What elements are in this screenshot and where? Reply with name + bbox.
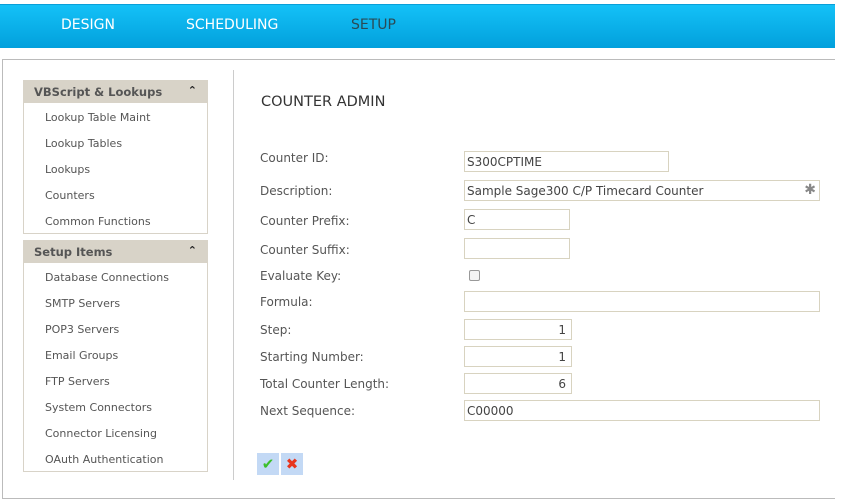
sidebar-item-connector-licensing[interactable]: Connector Licensing [45,427,157,440]
counter-id-label: Counter ID: [260,151,329,165]
evaluate-key-label: Evaluate Key: [260,269,342,283]
nav-setup[interactable]: SETUP [351,17,396,33]
divider [233,70,234,480]
save-button[interactable]: ✔ [257,453,279,475]
section-title: Setup Items [34,245,113,259]
suffix-input[interactable] [464,238,570,259]
counter-length-label: Total Counter Length: [260,377,390,391]
sidebar-item-smtp-servers[interactable]: SMTP Servers [45,297,121,310]
prefix-input[interactable]: C [464,209,570,230]
sidebar-item-lookup-table-maint[interactable]: Lookup Table Maint [45,111,151,124]
prefix-label: Counter Prefix: [260,214,350,228]
sidebar-item-lookups[interactable]: Lookups [45,163,91,176]
next-sequence-label: Next Sequence: [260,404,356,418]
sidebar-item-oauth-authentication[interactable]: OAuth Authentication [45,453,164,466]
sidebar-section-setup: Setup Items ⌃ Database Connections SMTP S… [23,240,208,472]
section-header[interactable]: Setup Items ⌃ [24,241,207,263]
step-label: Step: [260,323,292,337]
sidebar-item-counters[interactable]: Counters [45,189,95,202]
check-icon: ✔ [261,455,275,473]
page-title: COUNTER ADMIN [261,94,386,110]
description-input[interactable]: Sample Sage300 C/P Timecard Counter ✱ [464,180,820,201]
formula-label: Formula: [260,295,313,309]
top-nav: DESIGN SCHEDULING SETUP [0,4,835,48]
nav-scheduling[interactable]: SCHEDULING [186,17,279,33]
next-sequence-input[interactable]: C00000 [464,400,820,421]
sidebar-section-vbscript: VBScript & Lookups ⌃ Lookup Table Maint L… [23,80,208,234]
step-input[interactable]: 1 [464,319,572,340]
counter-id-input[interactable]: S300CPTIME [464,151,669,172]
nav-design[interactable]: DESIGN [61,17,115,33]
suffix-label: Counter Suffix: [260,243,350,257]
required-icon: ✱ [804,182,816,198]
sidebar-item-database-connections[interactable]: Database Connections [45,271,169,284]
sidebar-item-ftp-servers[interactable]: FTP Servers [45,375,110,388]
section-title: VBScript & Lookups [34,85,163,99]
close-icon: ✖ [285,455,299,473]
sidebar-item-lookup-tables[interactable]: Lookup Tables [45,137,123,150]
section-header[interactable]: VBScript & Lookups ⌃ [24,81,207,103]
evaluate-key-checkbox[interactable] [469,270,480,281]
collapse-icon[interactable]: ⌃ [187,244,197,257]
cancel-button[interactable]: ✖ [281,453,303,475]
sidebar-item-email-groups[interactable]: Email Groups [45,349,119,362]
starting-number-label: Starting Number: [260,350,364,364]
sidebar-item-system-connectors[interactable]: System Connectors [45,401,152,414]
sidebar-item-common-functions[interactable]: Common Functions [45,215,151,228]
counter-length-input[interactable]: 6 [464,373,572,394]
sidebar-item-pop3-servers[interactable]: POP3 Servers [45,323,120,336]
formula-input[interactable] [464,291,820,312]
starting-number-input[interactable]: 1 [464,346,572,367]
description-label: Description: [260,184,333,198]
description-value: Sample Sage300 C/P Timecard Counter [467,184,704,198]
collapse-icon[interactable]: ⌃ [187,84,197,97]
